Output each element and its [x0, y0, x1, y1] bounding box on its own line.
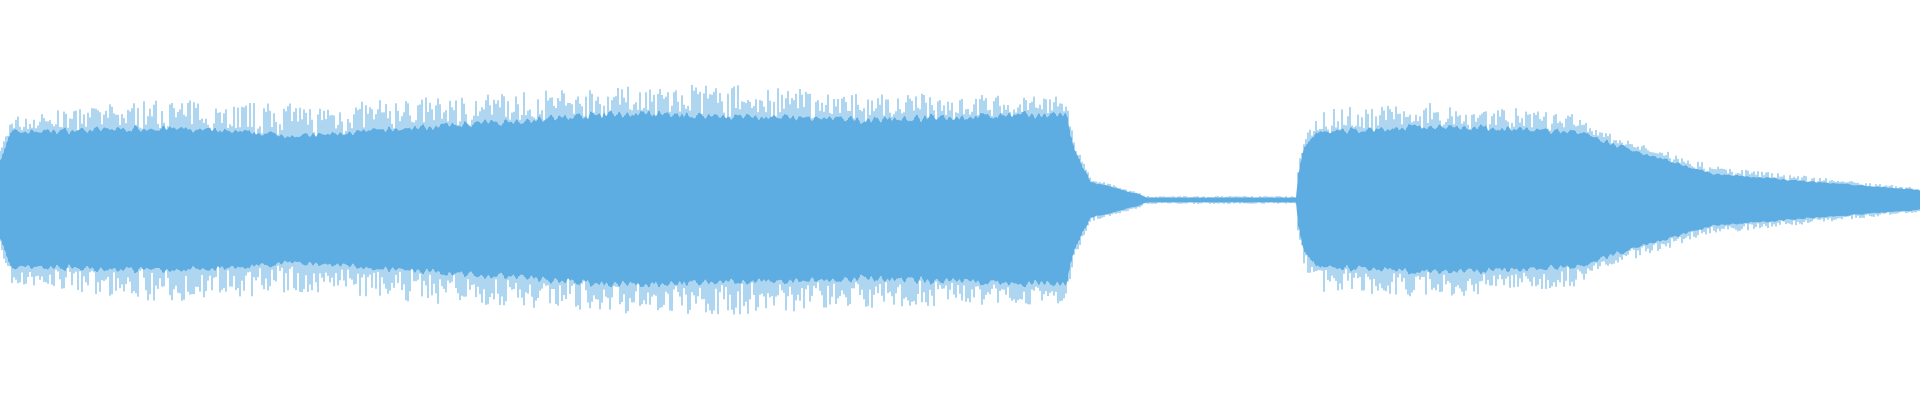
waveform-body [0, 110, 1920, 288]
